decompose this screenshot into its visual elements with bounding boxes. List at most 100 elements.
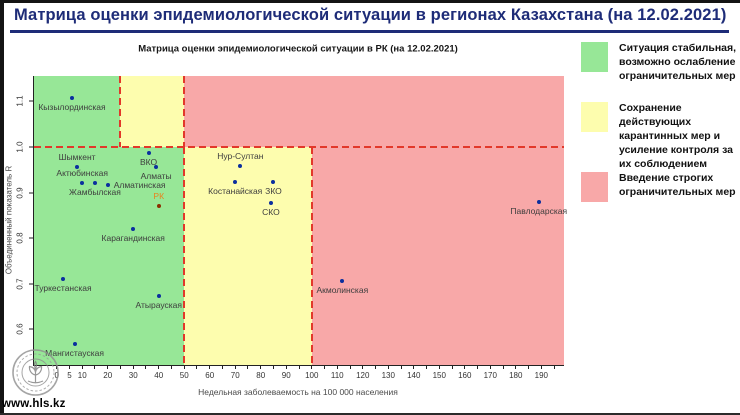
x-axis-title: Недельная заболеваемость на 100 000 насе… bbox=[198, 387, 398, 397]
data-point-label: Алматы bbox=[140, 171, 172, 182]
legend-item-keep-measures: Сохранение действующих карантинных мер и… bbox=[581, 102, 740, 172]
x-tick bbox=[553, 365, 555, 369]
x-tick bbox=[158, 365, 160, 369]
x-tick-label: 20 bbox=[103, 371, 113, 380]
data-point-label: Туркестанская bbox=[34, 282, 92, 293]
left-border bbox=[0, 0, 4, 415]
x-tick bbox=[515, 365, 517, 369]
data-point bbox=[146, 151, 151, 156]
x-tick bbox=[451, 365, 453, 369]
x-tick-label: 5 bbox=[67, 371, 72, 380]
y-tick-label: 1.1 bbox=[15, 95, 25, 108]
data-point-label: Алматинская bbox=[113, 179, 166, 190]
x-tick bbox=[132, 365, 134, 369]
x-tick-label: 120 bbox=[356, 371, 370, 380]
legend-label: Введение строгих ограничительных мер bbox=[619, 172, 736, 198]
y-tick-label: 0.9 bbox=[15, 186, 25, 199]
yellow-zone-swatch bbox=[581, 102, 608, 132]
legend-item-stable: Ситуация стабильная, возможно ослабление… bbox=[581, 42, 740, 84]
x-tick bbox=[464, 365, 466, 369]
x-tick bbox=[94, 365, 96, 369]
lower-yellow-red-boundary bbox=[310, 146, 313, 365]
x-tick-label: 50 bbox=[179, 371, 189, 380]
legend-label: Ситуация стабильная, возможно ослабление… bbox=[619, 42, 737, 82]
x-tick-label: 130 bbox=[381, 371, 395, 380]
data-point-label: Мангистауская bbox=[45, 348, 104, 359]
y-tick-label: 0.8 bbox=[15, 232, 25, 244]
data-point-label: РК bbox=[153, 191, 165, 202]
y-tick-label: 0.7 bbox=[15, 277, 25, 290]
data-point bbox=[131, 226, 136, 231]
y-tick bbox=[29, 100, 33, 102]
data-point bbox=[156, 293, 161, 298]
x-tick bbox=[107, 365, 109, 369]
x-tick-label: 190 bbox=[534, 371, 548, 380]
x-tick-label: 150 bbox=[432, 371, 446, 380]
x-tick bbox=[183, 365, 185, 369]
x-tick-label: 100 bbox=[305, 371, 319, 380]
x-tick bbox=[426, 365, 428, 369]
legend: Ситуация стабильная, возможно ослабление… bbox=[581, 0, 740, 240]
x-tick bbox=[336, 365, 338, 369]
x-tick bbox=[528, 365, 530, 369]
page-title: Матрица оценки эпидемиологической ситуац… bbox=[14, 6, 727, 24]
upper-yellow-red-boundary bbox=[183, 76, 186, 147]
data-point-label: Акмолинская bbox=[316, 285, 369, 296]
x-tick bbox=[221, 365, 223, 369]
x-tick bbox=[311, 365, 313, 369]
data-point-label: Кызылординская bbox=[38, 101, 106, 112]
x-tick bbox=[489, 365, 491, 369]
x-tick bbox=[438, 365, 440, 369]
watermark-url: www.hls.kz bbox=[2, 398, 66, 410]
y-tick bbox=[29, 192, 33, 193]
data-point-label: Атырауская bbox=[135, 299, 182, 310]
zone-yellow-upper bbox=[120, 76, 185, 147]
data-point bbox=[72, 342, 77, 347]
y-tick-label: 0.6 bbox=[15, 323, 25, 335]
title-underline bbox=[10, 30, 729, 33]
x-tick-label: 160 bbox=[458, 371, 472, 380]
x-tick bbox=[260, 365, 262, 369]
data-point-label: Жамбылская bbox=[69, 187, 121, 198]
data-point bbox=[268, 200, 273, 205]
red-zone-swatch bbox=[581, 172, 608, 202]
plot-area: 0 5 10 20 30 40 50 60 70 80 90 100 110 120 130 140 150 16… bbox=[16, 76, 567, 380]
data-point bbox=[238, 164, 243, 169]
y-tick bbox=[29, 328, 33, 330]
x-tick bbox=[170, 365, 172, 369]
x-tick-label: 70 bbox=[230, 371, 240, 380]
x-tick bbox=[81, 365, 83, 369]
data-point-label: Нур-Султан bbox=[217, 151, 264, 162]
x-tick-label: 140 bbox=[407, 371, 421, 380]
zone-green-upper bbox=[34, 76, 121, 147]
x-tick bbox=[298, 365, 300, 369]
x-tick bbox=[209, 365, 211, 369]
upper-green-yellow-boundary bbox=[119, 76, 122, 147]
x-tick bbox=[502, 365, 504, 369]
zone-red-upper bbox=[184, 76, 564, 147]
data-point-label: ЗКО bbox=[265, 186, 282, 197]
y-tick bbox=[29, 237, 33, 239]
data-point bbox=[61, 276, 66, 281]
zone-red-lower bbox=[311, 146, 564, 365]
x-tick-label: 180 bbox=[509, 371, 523, 380]
x-tick bbox=[119, 365, 121, 369]
data-point bbox=[80, 181, 85, 186]
r-threshold-line bbox=[34, 145, 564, 148]
bottom-border bbox=[0, 413, 740, 415]
data-point-label: СКО bbox=[262, 206, 280, 217]
y-tick-label: 1.0 bbox=[15, 141, 25, 153]
x-tick-label: 0 bbox=[54, 371, 59, 380]
data-point-label: Карагандинская bbox=[101, 232, 165, 243]
data-point-label: Костанайская bbox=[208, 186, 263, 197]
x-tick-label: 90 bbox=[281, 371, 291, 380]
data-point-label: Шымкент bbox=[58, 152, 96, 163]
data-point bbox=[233, 180, 238, 185]
x-tick bbox=[68, 365, 70, 369]
legend-item-strict-measures: Введение строгих ограничительных мер bbox=[581, 172, 740, 202]
data-point-label: ВКО bbox=[139, 157, 158, 168]
x-tick bbox=[272, 365, 274, 369]
data-point bbox=[105, 182, 110, 187]
x-tick-label: 40 bbox=[154, 371, 164, 380]
